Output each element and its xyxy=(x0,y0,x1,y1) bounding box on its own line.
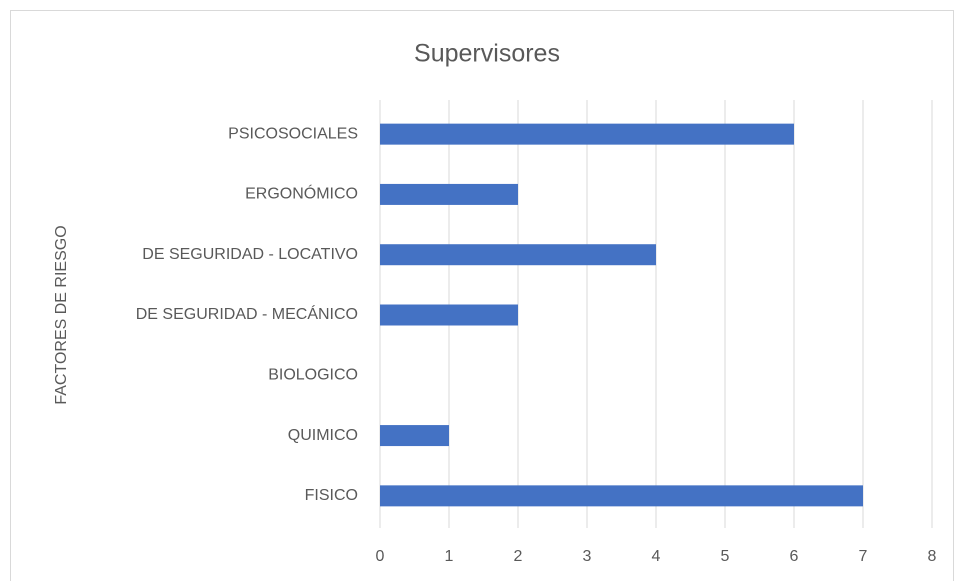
x-tick-label: 1 xyxy=(445,548,454,565)
y-axis-label: FACTORES DE RIESGO xyxy=(53,225,70,404)
x-tick-label: 6 xyxy=(790,548,799,565)
x-tick-label: 4 xyxy=(652,548,661,565)
y-tick-label: QUIMICO xyxy=(288,427,358,444)
y-tick-label: PSICOSOCIALES xyxy=(228,125,358,142)
x-tick-label: 2 xyxy=(514,548,523,565)
chart-title: Supervisores xyxy=(414,40,560,68)
x-tick-label: 7 xyxy=(859,548,868,565)
x-tick-label: 0 xyxy=(376,548,385,565)
bar xyxy=(380,425,449,447)
bar xyxy=(380,244,656,266)
bar xyxy=(380,123,794,145)
y-tick-label: BIOLOGICO xyxy=(268,367,358,384)
bar xyxy=(380,183,518,205)
y-tick-label: FISICO xyxy=(305,487,358,504)
x-tick-label: 5 xyxy=(721,548,730,565)
x-tick-label: 3 xyxy=(583,548,592,565)
y-tick-label: DE SEGURIDAD - MECÁNICO xyxy=(136,304,358,323)
y-tick-label: DE SEGURIDAD - LOCATIVO xyxy=(142,246,358,263)
x-tick-label: 8 xyxy=(928,548,937,565)
bar xyxy=(380,304,518,326)
bar xyxy=(380,485,863,507)
y-tick-label: ERGONÓMICO xyxy=(245,184,358,203)
